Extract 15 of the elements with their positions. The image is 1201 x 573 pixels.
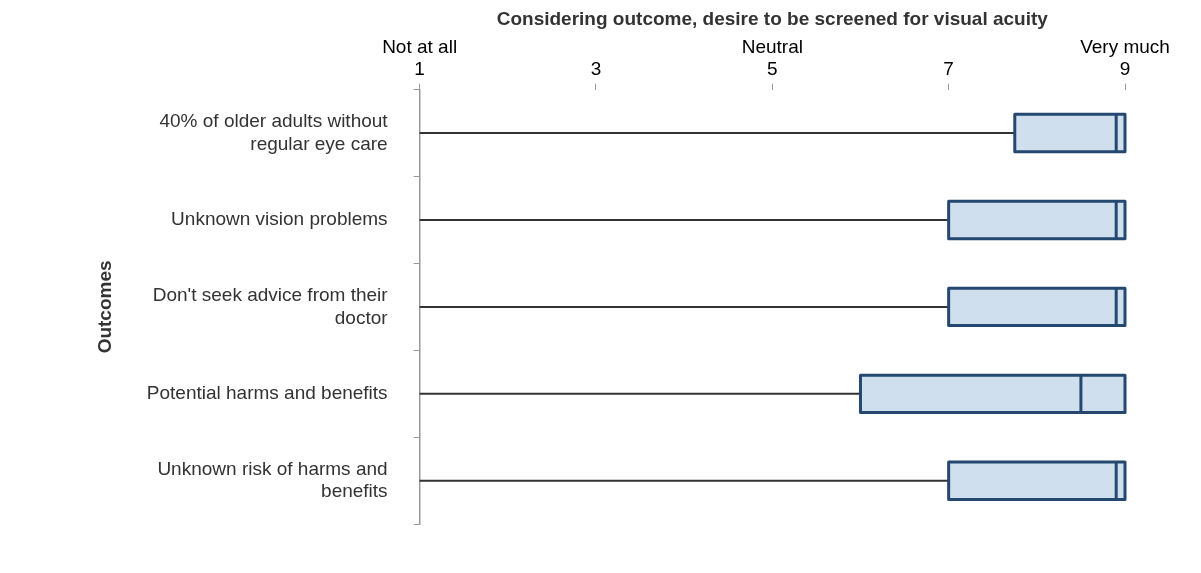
x-tick-label: 9 [1119, 58, 1131, 80]
text: Very much [1080, 36, 1170, 58]
y-tick-label: Unknown vision problems [171, 208, 388, 230]
y-tick-label: Don't seek advice from their doctor [152, 283, 389, 328]
x-tick-label: 7 [943, 58, 954, 80]
x-tick-label: 1 [414, 58, 425, 80]
x-axis-title: Considering outcome, desire to be screened for visual acuity [496, 7, 1049, 29]
y-tick-label: Potential harms and benefits [146, 382, 388, 404]
x-tick-label: 3 [590, 58, 602, 80]
text: Neutral [741, 36, 803, 58]
text: Not at all [382, 36, 458, 58]
x-tick-label: 5 [767, 58, 778, 80]
y-tick-label: 40% of older adults without regular eye care [159, 109, 389, 154]
y-tick-label: Unknown risk of harms and benefits [157, 457, 388, 502]
y-axis-title: Outcomes [93, 260, 115, 354]
